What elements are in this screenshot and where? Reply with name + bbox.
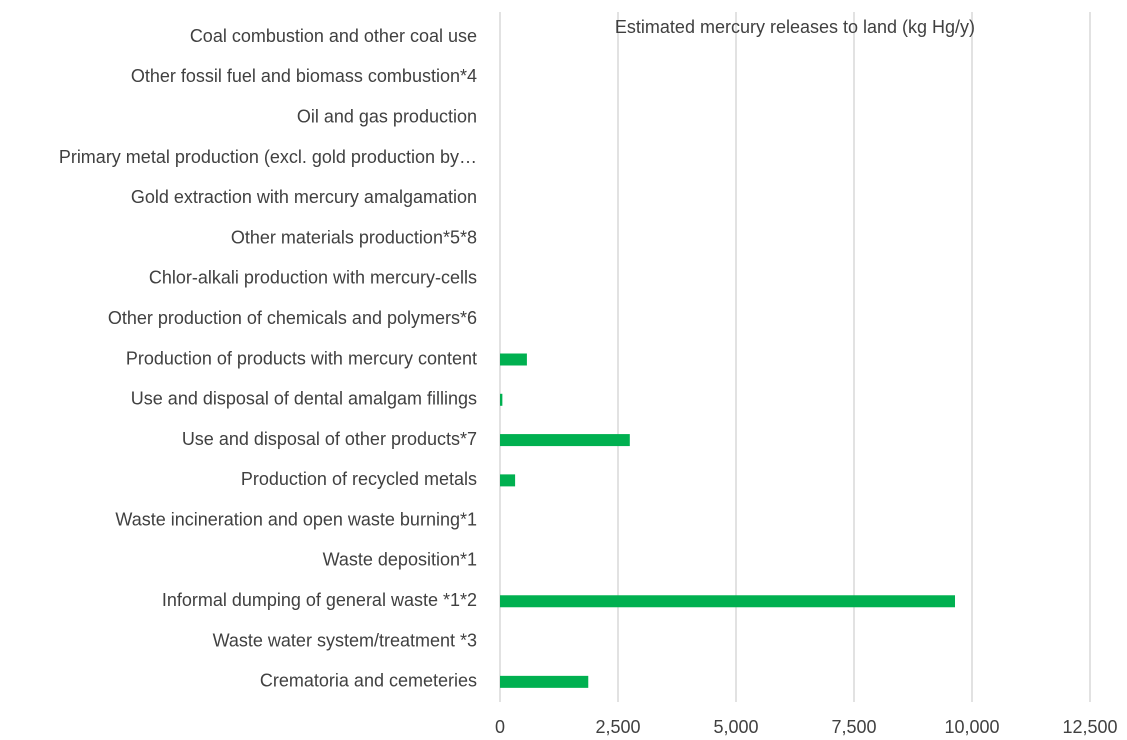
y-tick-label: Waste incineration and open waste burnin… bbox=[115, 509, 477, 529]
bar bbox=[500, 675, 589, 688]
y-tick-label: Crematoria and cemeteries bbox=[260, 671, 477, 691]
y-tick-label: Waste deposition*1 bbox=[323, 550, 477, 570]
y-tick-label: Production of recycled metals bbox=[241, 469, 477, 489]
y-tick-label: Other materials production*5*8 bbox=[231, 227, 477, 247]
y-tick-label: Gold extraction with mercury amalgamatio… bbox=[131, 187, 477, 207]
y-tick-label: Oil and gas production bbox=[297, 106, 477, 126]
bar bbox=[500, 393, 503, 406]
y-tick-label: Informal dumping of general waste *1*2 bbox=[162, 590, 477, 610]
y-tick-label: Primary metal production (excl. gold pro… bbox=[59, 147, 477, 167]
x-tick-label: 7,500 bbox=[831, 717, 876, 737]
chart-title: Estimated mercury releases to land (kg H… bbox=[615, 17, 975, 37]
bar bbox=[500, 434, 630, 447]
x-tick-label: 0 bbox=[495, 717, 505, 737]
y-tick-label: Other fossil fuel and biomass combustion… bbox=[131, 66, 477, 86]
bar bbox=[500, 595, 956, 608]
y-tick-label: Waste water system/treatment *3 bbox=[213, 630, 477, 650]
x-tick-label: 12,500 bbox=[1062, 717, 1117, 737]
x-tick-label: 2,500 bbox=[595, 717, 640, 737]
y-tick-label: Coal combustion and other coal use bbox=[190, 26, 477, 46]
x-tick-label: 5,000 bbox=[713, 717, 758, 737]
y-tick-label: Other production of chemicals and polyme… bbox=[108, 308, 477, 328]
y-tick-label: Use and disposal of other products*7 bbox=[182, 429, 477, 449]
x-tick-label: 10,000 bbox=[944, 717, 999, 737]
y-tick-label: Use and disposal of dental amalgam filli… bbox=[131, 389, 477, 409]
bar bbox=[500, 474, 516, 487]
bar bbox=[500, 353, 527, 366]
y-tick-label: Production of products with mercury cont… bbox=[126, 348, 477, 368]
y-tick-label: Chlor-alkali production with mercury-cel… bbox=[149, 268, 477, 288]
